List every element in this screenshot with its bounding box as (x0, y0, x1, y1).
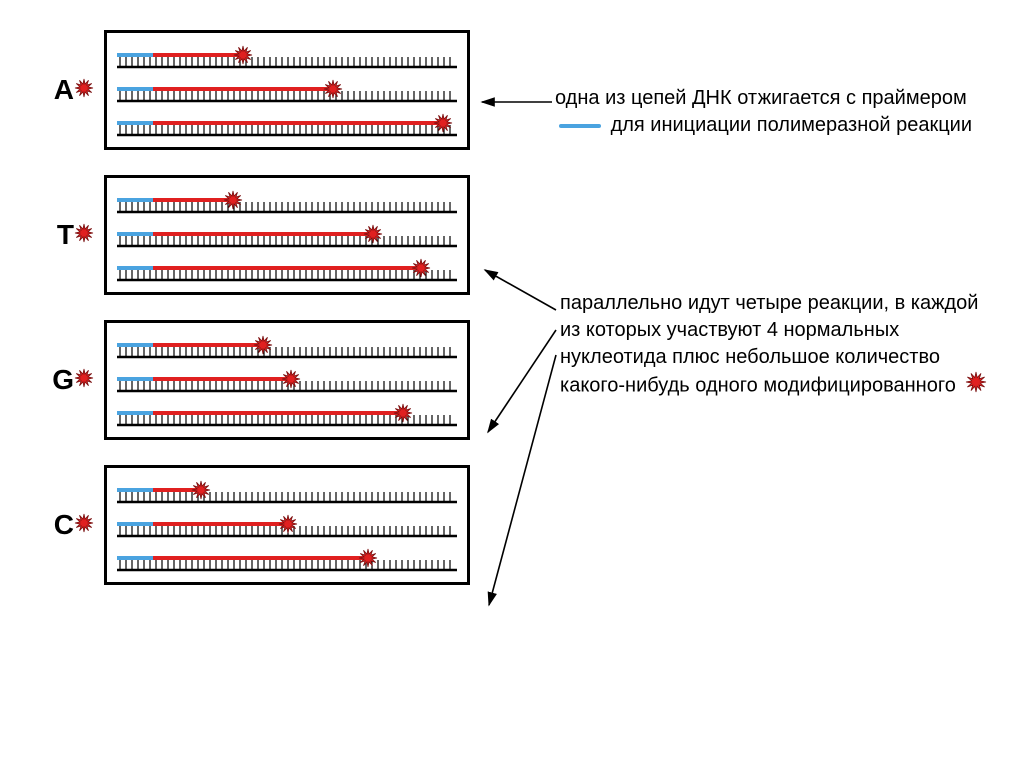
burst-icon (74, 78, 94, 103)
dna-strand (117, 544, 457, 574)
burst-icon (74, 368, 94, 393)
reaction-label-group: A (50, 74, 104, 106)
dna-strand (117, 399, 457, 429)
dna-strand (117, 510, 457, 540)
reaction-letter: T (57, 219, 74, 251)
dna-strand (117, 365, 457, 395)
dna-strand (117, 254, 457, 284)
reaction-letter: C (54, 509, 74, 541)
reaction-diagram: A T G C (50, 30, 470, 610)
reaction-label-group: C (50, 509, 104, 541)
reaction-box (104, 30, 470, 150)
burst-icon (965, 371, 987, 401)
reaction-label-group: G (50, 364, 104, 396)
caption-1: одна из цепей ДНК отжигается с праймером… (555, 85, 975, 139)
caption-2a: параллельно идут четыре реакции, в каждо… (560, 292, 978, 396)
reaction-row-a: A (50, 30, 470, 150)
caption-1a: одна из цепей ДНК отжигается с праймером (555, 87, 967, 109)
dna-strand (117, 186, 457, 216)
dna-strand (117, 331, 457, 361)
caption-2: параллельно идут четыре реакции, в каждо… (560, 290, 990, 401)
reaction-box (104, 465, 470, 585)
reaction-row-c: C (50, 465, 470, 585)
primer-icon (559, 124, 601, 128)
reaction-box (104, 175, 470, 295)
caption-1b: для инициации полимеразной реакции (611, 114, 972, 136)
dna-strand (117, 476, 457, 506)
reaction-letter: G (52, 364, 74, 396)
dna-strand (117, 109, 457, 139)
dna-strand (117, 75, 457, 105)
reaction-row-g: G (50, 320, 470, 440)
dna-strand (117, 220, 457, 250)
reaction-label-group: T (50, 219, 104, 251)
reaction-row-t: T (50, 175, 470, 295)
reaction-box (104, 320, 470, 440)
dna-strand (117, 41, 457, 71)
burst-icon (74, 513, 94, 538)
burst-icon (74, 223, 94, 248)
reaction-letter: A (54, 74, 74, 106)
